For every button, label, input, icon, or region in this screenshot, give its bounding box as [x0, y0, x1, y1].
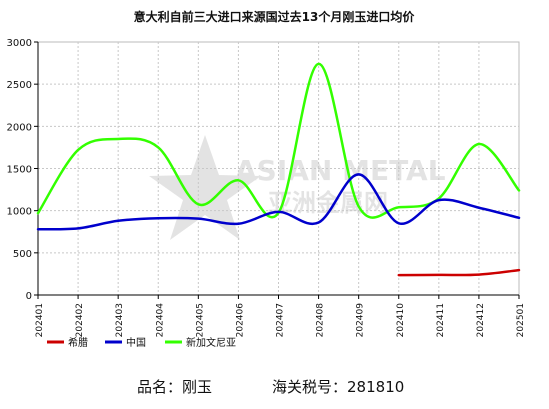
product-name-item: 品名：刚玉: [137, 376, 212, 397]
watermark-star-icon: [149, 135, 261, 240]
hs-code-label: 海关税号：: [272, 378, 348, 396]
x-tick-label: 202407: [276, 303, 286, 337]
x-tick-label: 202408: [316, 303, 326, 338]
series-line-2: [36, 62, 521, 219]
x-tick-label: 202406: [235, 303, 245, 338]
y-axis-ticks: 0 500 1000 1500 2000 2500 3000: [7, 38, 38, 302]
x-tick-label: 202404: [155, 303, 165, 338]
y-tick-label: 500: [13, 249, 32, 260]
x-tick-label: 202403: [115, 303, 125, 337]
x-tick-label: 202411: [436, 303, 446, 337]
series-layer: [36, 62, 521, 277]
footer: 品名：刚玉 海关税号：281810: [0, 376, 549, 400]
x-tick-label: 202501: [516, 303, 526, 337]
watermark-text-en: ASIAN METAL: [235, 154, 446, 187]
hs-code-value: 281810: [347, 378, 405, 396]
product-name-value: 刚玉: [182, 378, 213, 396]
chart-title: 意大利自前三大进口来源国过去13个月刚玉进口均价: [134, 9, 416, 24]
product-name-label: 品名：: [137, 378, 183, 396]
x-tick-label: 202402: [75, 303, 85, 337]
x-axis-ticks: 202401 202402 202403 202404 202405 202406 2024…: [35, 295, 526, 337]
series-line-0: [397, 268, 521, 277]
hs-code-item: 海关税号：281810: [272, 376, 404, 397]
y-tick-label: 3000: [7, 38, 32, 49]
legend-label: 希腊: [68, 336, 88, 349]
x-tick-label: 202401: [35, 303, 45, 337]
legend: 希腊 中国 新加文尼亚: [47, 336, 236, 349]
y-tick-label: 0: [26, 291, 32, 302]
y-tick-label: 1500: [7, 165, 32, 176]
series-line-1: [36, 173, 521, 231]
x-tick-label: 202405: [195, 303, 205, 337]
y-tick-label: 2000: [7, 122, 32, 133]
legend-label: 新加文尼亚: [186, 336, 236, 349]
x-tick-label: 202409: [356, 303, 366, 338]
x-tick-label: 202410: [396, 303, 406, 338]
x-tick-label: 202412: [476, 303, 486, 337]
y-tick-label: 1000: [7, 207, 32, 218]
legend-label: 中国: [126, 336, 146, 349]
grid: [37, 41, 520, 296]
y-tick-label: 2500: [7, 80, 32, 91]
